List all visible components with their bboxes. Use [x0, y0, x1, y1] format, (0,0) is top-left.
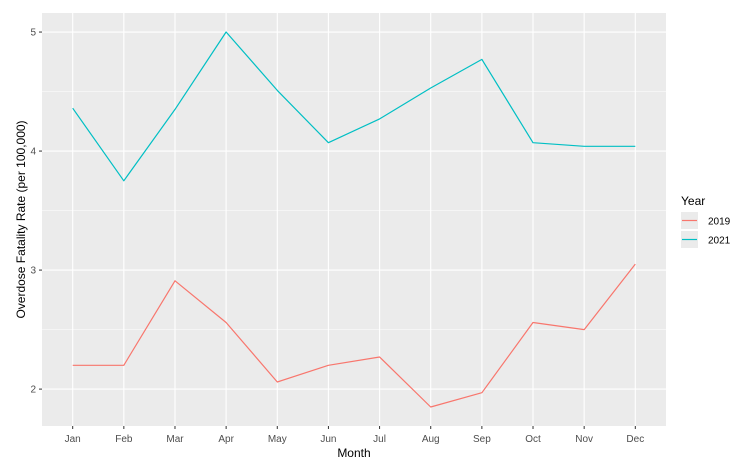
- y-tick-label: 2: [30, 385, 36, 396]
- x-tick-label: Sep: [473, 434, 491, 445]
- legend-label-2021: 2021: [708, 236, 731, 247]
- legend: Year 2019 2021: [681, 194, 731, 248]
- y-axis-ticks: 2 3 4 5: [30, 28, 42, 396]
- x-tick-label: Jun: [320, 434, 336, 445]
- x-axis-title: Month: [337, 446, 370, 460]
- x-tick-label: May: [268, 434, 287, 445]
- y-axis-title: Overdose Fatality Rate (per 100,000): [14, 120, 28, 318]
- x-tick-label: Dec: [626, 434, 644, 445]
- x-axis-ticks: Jan Feb Mar Apr May Jun Jul Aug Sep Oct Nov Dec: [65, 426, 644, 445]
- series-lines: [72, 31, 636, 408]
- x-tick-label: Feb: [115, 434, 133, 445]
- x-tick-label: Jan: [65, 434, 81, 445]
- x-tick-label: Nov: [575, 434, 593, 445]
- x-tick-label: Aug: [422, 434, 440, 445]
- x-tick-label: Oct: [525, 434, 541, 445]
- legend-title: Year: [681, 194, 705, 208]
- y-tick-label: 4: [30, 147, 36, 158]
- series-line-2021: [72, 31, 636, 182]
- series-line-2019: [72, 263, 636, 408]
- plot-panel: [42, 13, 666, 426]
- y-tick-label: 5: [30, 28, 36, 39]
- legend-label-2019: 2019: [708, 217, 731, 228]
- x-tick-label: Jul: [373, 434, 386, 445]
- y-tick-label: 3: [30, 266, 36, 277]
- x-tick-label: Apr: [218, 434, 234, 445]
- x-tick-label: Mar: [166, 434, 184, 445]
